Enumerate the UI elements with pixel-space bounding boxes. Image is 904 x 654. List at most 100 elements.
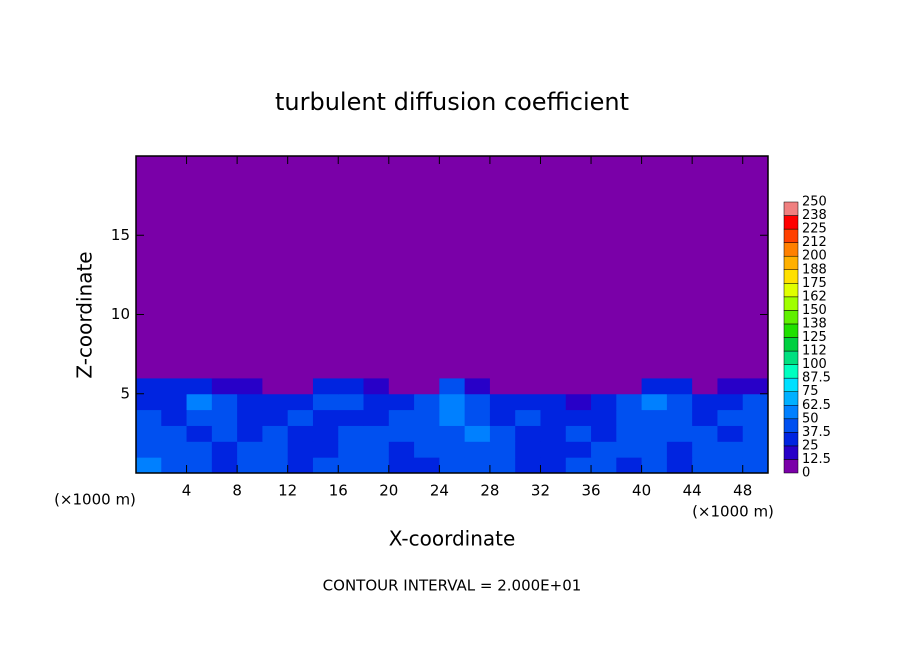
colorbar-label: 238 [802, 208, 827, 223]
colorbar-label: 100 [802, 357, 827, 372]
x-tick-label: 28 [480, 482, 499, 500]
cell [439, 441, 466, 458]
cell [641, 377, 668, 395]
cell [565, 377, 592, 395]
cell [717, 457, 744, 474]
cell [692, 409, 718, 426]
cell [312, 362, 339, 379]
cell [515, 457, 541, 474]
chart-title: turbulent diffusion coefficient [275, 88, 629, 116]
cell [666, 441, 693, 458]
cell [363, 457, 390, 474]
colorbar-label: 75 [802, 384, 819, 399]
cell [363, 377, 390, 395]
cell [211, 441, 238, 458]
cell [287, 425, 314, 442]
cell [515, 362, 541, 379]
x-tick-label: 32 [531, 482, 550, 500]
cell [565, 393, 592, 411]
cell [641, 362, 668, 379]
cell [388, 362, 415, 379]
cell [616, 377, 643, 395]
cell [464, 425, 491, 442]
cell [464, 409, 491, 426]
footnote: CONTOUR INTERVAL = 2.000E+01 [323, 577, 582, 595]
cell [565, 409, 592, 426]
cell [515, 377, 541, 395]
cell [136, 457, 162, 474]
cell [692, 457, 718, 474]
cell [161, 457, 188, 474]
cell [388, 377, 415, 395]
cell [591, 409, 617, 426]
cell [363, 362, 390, 379]
cell [641, 409, 668, 426]
cell [666, 377, 693, 395]
cell [136, 441, 162, 458]
cell [186, 409, 213, 426]
x-axis-label: X-coordinate [389, 527, 516, 551]
cell [489, 393, 516, 411]
x-tick-label: 4 [182, 482, 192, 500]
cell [211, 377, 238, 395]
cell [136, 425, 162, 442]
colorbar-band [783, 296, 799, 311]
cell [186, 362, 213, 379]
cell [211, 362, 238, 379]
cell [312, 425, 339, 442]
cell [742, 425, 769, 442]
cell [237, 425, 263, 442]
cell [692, 425, 718, 442]
y-axis-label: Z-coordinate [73, 251, 97, 378]
colorbar-label: 200 [802, 249, 827, 264]
cell [186, 377, 213, 395]
colorbar-band [783, 459, 799, 474]
cell [717, 425, 744, 442]
cell [591, 393, 617, 411]
cell [692, 393, 718, 411]
cell [237, 409, 263, 426]
cell [666, 393, 693, 411]
x-tick-label: 16 [329, 482, 348, 500]
cell [414, 425, 440, 442]
cell [287, 377, 314, 395]
cell [464, 457, 491, 474]
cell [237, 377, 263, 395]
cell [388, 393, 415, 411]
cell [211, 457, 238, 474]
cell [186, 441, 213, 458]
x-tick-label: 44 [683, 482, 702, 500]
cell [540, 377, 567, 395]
cell [338, 441, 365, 458]
x-tick-label: 20 [379, 482, 398, 500]
cell [565, 362, 592, 379]
colorbar-band [783, 242, 799, 257]
cell [591, 441, 617, 458]
cell [666, 409, 693, 426]
x-tick-label: 40 [632, 482, 651, 500]
x-tick-label: 8 [232, 482, 242, 500]
colorbar-band [783, 418, 799, 433]
cell [262, 377, 289, 395]
cell [515, 425, 541, 442]
cell [414, 409, 440, 426]
cell [136, 393, 162, 411]
cell [515, 393, 541, 411]
cell [363, 393, 390, 411]
cell [414, 362, 440, 379]
colorbar-band [783, 283, 799, 298]
cell [161, 441, 188, 458]
cell [312, 377, 339, 395]
cell [388, 441, 415, 458]
cell [211, 393, 238, 411]
cell [742, 362, 769, 379]
cell [161, 409, 188, 426]
cell [439, 409, 466, 426]
y-tick-label: 5 [120, 384, 130, 402]
colorbar-label: 112 [802, 344, 827, 359]
cell [161, 377, 188, 395]
cell [540, 362, 567, 379]
cell [136, 377, 162, 395]
cell [262, 393, 289, 411]
